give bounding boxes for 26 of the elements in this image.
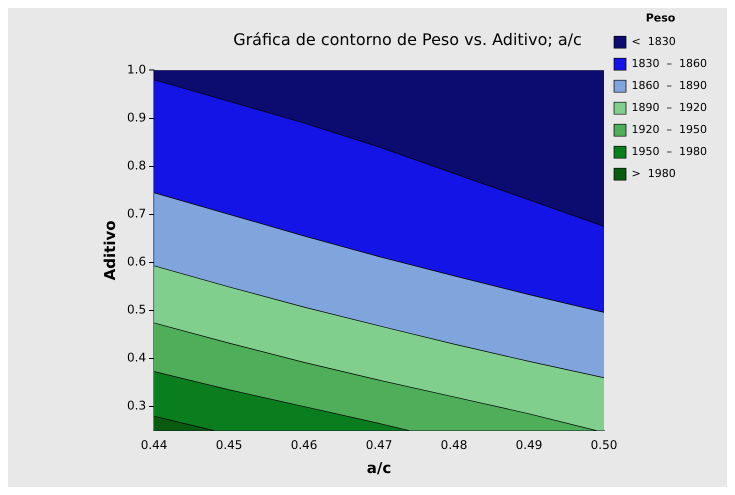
legend-label: 1830 – 1860 [632,57,708,70]
legend-label: < 1830 [632,35,676,48]
y-tick-label: 1.0 [126,62,146,76]
x-tick-label: 0.49 [516,438,542,452]
legend-label: 1950 – 1980 [632,145,708,158]
y-tick-label: 0.9 [126,110,146,124]
legend-label: 1920 – 1950 [632,123,708,136]
y-tick-label: 0.7 [126,206,146,220]
x-tick-label: 0.47 [366,438,392,452]
x-tick-label: 0.50 [590,438,618,452]
y-tick-label: 0.6 [126,254,146,269]
legend-label: 1890 – 1920 [632,101,708,114]
legend-title: Peso [646,11,676,24]
legend-label: 1860 – 1890 [632,79,708,92]
legend-label: > 1980 [632,167,676,180]
y-axis-title: Aditivo [100,220,119,280]
x-axis-title: a/c [366,458,392,477]
y-tick-label: 0.5 [126,302,146,317]
chart-title: Gráfica de contorno de Peso vs. Aditivo; a/c [233,30,582,49]
y-tick-label: 0.3 [126,398,146,413]
y-tick-label: 0.8 [126,158,146,172]
x-tick-label: 0.48 [440,438,468,452]
y-tick-label: 0.4 [126,350,146,365]
x-tick-label: 0.46 [290,438,318,452]
x-tick-label: 0.44 [140,438,168,452]
x-tick-label: 0.45 [216,438,242,452]
